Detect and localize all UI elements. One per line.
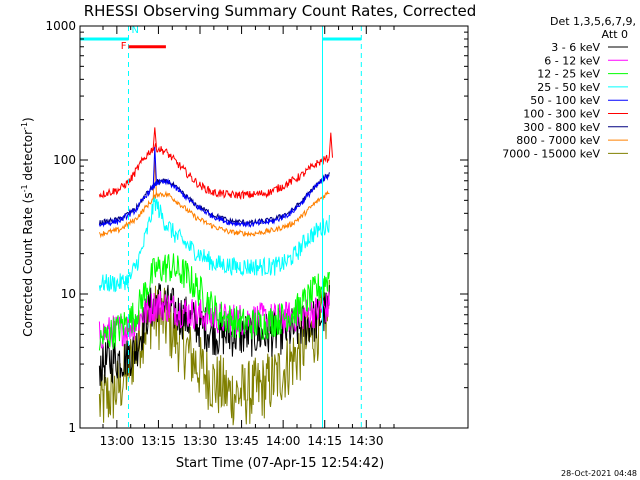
- legend-label: 25 - 50 keV: [537, 81, 600, 94]
- night-flag-label: N: [132, 25, 139, 36]
- x-axis: 13:00 13:15 13:30 13:45 14:00 14:15 14:30: [100, 26, 395, 448]
- series-line-3: [98, 195, 330, 293]
- timestamp: 28-Oct-2021 04:48: [561, 469, 637, 478]
- series-line-4: [98, 146, 330, 228]
- x-tick-label: 14:00: [266, 434, 301, 448]
- series-line-5: [98, 127, 333, 200]
- legend-label: 6 - 12 keV: [544, 54, 600, 67]
- x-tick-label: 13:15: [141, 434, 176, 448]
- series-line-2: [98, 253, 330, 351]
- plot-frame: [79, 25, 469, 429]
- series-layer: [98, 127, 333, 426]
- legend-label: 50 - 100 keV: [530, 94, 600, 107]
- y-tick-label: 1: [68, 421, 76, 435]
- y-axis-label: Corrected Count Rate (s-1 detector-1): [20, 117, 35, 336]
- series-line-7: [98, 159, 330, 239]
- x-axis-label: Start Time (07-Apr-15 12:54:42): [176, 456, 384, 471]
- y-tick-label: 100: [53, 153, 76, 167]
- x-tick-label: 13:45: [224, 434, 259, 448]
- legend-label: 100 - 300 keV: [523, 108, 600, 121]
- legend-subtitle: Att 0: [602, 28, 628, 41]
- series-line-0: [98, 283, 330, 386]
- y-tick-label: 10: [61, 287, 76, 301]
- y-axis: 1 10 100 1000: [45, 19, 468, 435]
- x-tick-label: 14:15: [307, 434, 342, 448]
- legend-label: 800 - 7000 keV: [516, 134, 600, 147]
- flare-flag-label: F: [121, 41, 127, 52]
- y-tick-label: 1000: [45, 19, 76, 33]
- legend-label: 300 - 800 keV: [523, 121, 600, 134]
- series-line-8: [98, 279, 330, 426]
- legend-label: 12 - 25 keV: [537, 68, 600, 81]
- x-tick-label: 13:30: [183, 434, 218, 448]
- chart-title: RHESSI Observing Summary Count Rates, Co…: [84, 2, 477, 20]
- x-tick-label: 13:00: [100, 434, 135, 448]
- series-line-6: [98, 172, 330, 227]
- legend-label: 3 - 6 keV: [551, 41, 600, 54]
- series-line-1: [98, 291, 330, 349]
- x-tick-label: 14:30: [349, 434, 384, 448]
- legend-label: 7000 - 15000 keV: [502, 147, 600, 160]
- legend-title: Det 1,3,5,6,7,9,: [550, 15, 636, 28]
